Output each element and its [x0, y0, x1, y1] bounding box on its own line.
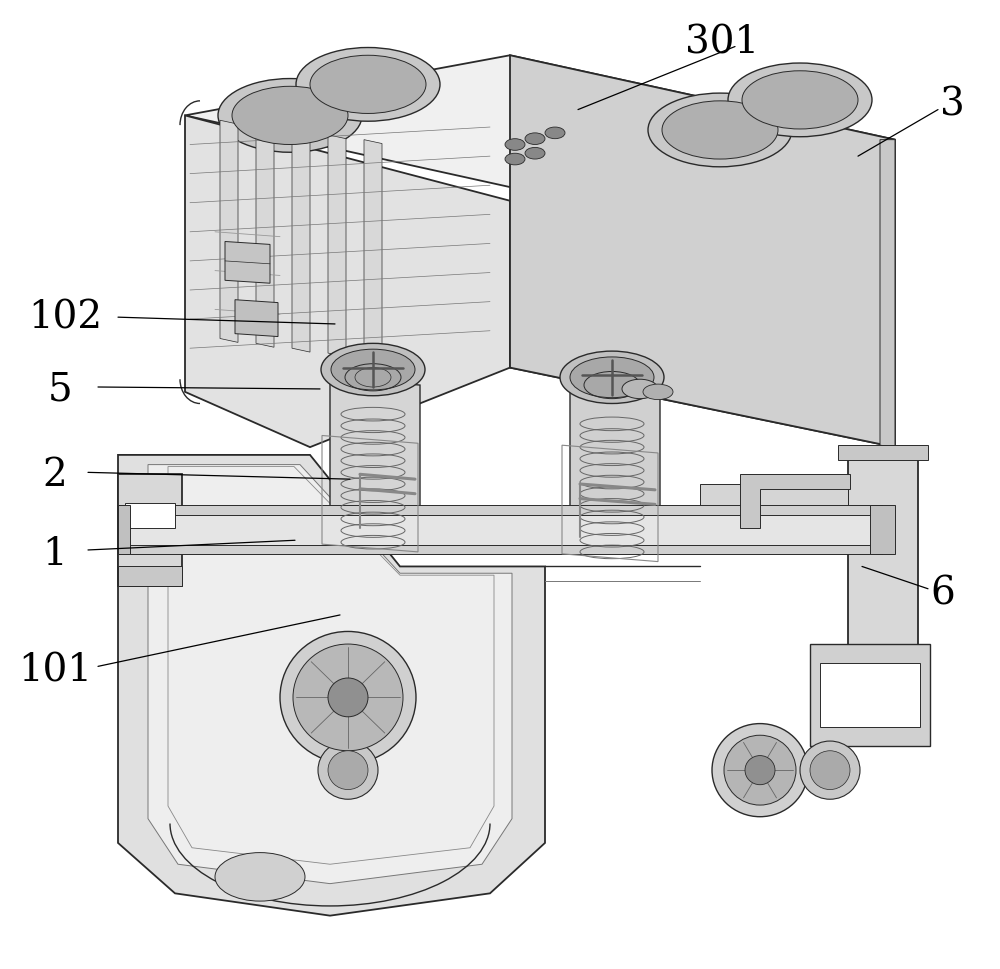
Ellipse shape — [724, 735, 796, 805]
Ellipse shape — [505, 140, 525, 151]
Ellipse shape — [560, 352, 664, 404]
Ellipse shape — [505, 154, 525, 166]
Ellipse shape — [318, 741, 378, 799]
Polygon shape — [740, 475, 850, 528]
Polygon shape — [118, 506, 882, 516]
Ellipse shape — [742, 72, 858, 130]
Ellipse shape — [328, 678, 368, 717]
Polygon shape — [220, 121, 238, 343]
Polygon shape — [118, 455, 545, 916]
Polygon shape — [700, 484, 848, 514]
Polygon shape — [848, 455, 918, 649]
Polygon shape — [880, 141, 895, 448]
Polygon shape — [118, 567, 182, 586]
Ellipse shape — [643, 385, 673, 400]
Polygon shape — [120, 514, 880, 547]
Ellipse shape — [545, 128, 565, 140]
Ellipse shape — [810, 751, 850, 790]
Polygon shape — [185, 56, 895, 202]
Ellipse shape — [310, 56, 426, 114]
Polygon shape — [838, 446, 928, 460]
Text: 5: 5 — [48, 371, 73, 408]
Polygon shape — [148, 465, 512, 884]
Polygon shape — [118, 506, 130, 554]
Text: 102: 102 — [28, 299, 102, 336]
Polygon shape — [185, 116, 510, 448]
Ellipse shape — [648, 94, 792, 168]
Ellipse shape — [525, 134, 545, 145]
Polygon shape — [330, 378, 420, 550]
Text: 6: 6 — [930, 575, 955, 611]
Polygon shape — [570, 388, 660, 554]
Polygon shape — [225, 242, 270, 284]
Polygon shape — [118, 475, 182, 586]
Polygon shape — [810, 644, 930, 746]
Polygon shape — [256, 126, 274, 348]
Ellipse shape — [728, 64, 872, 138]
Ellipse shape — [280, 632, 416, 764]
Ellipse shape — [712, 724, 808, 817]
Text: 3: 3 — [940, 86, 965, 123]
Polygon shape — [330, 528, 660, 550]
Polygon shape — [125, 504, 175, 528]
Ellipse shape — [745, 756, 775, 785]
Polygon shape — [235, 300, 278, 337]
Polygon shape — [328, 136, 346, 358]
Ellipse shape — [570, 358, 654, 398]
Polygon shape — [118, 546, 882, 554]
Ellipse shape — [296, 48, 440, 122]
Ellipse shape — [215, 853, 305, 901]
Ellipse shape — [232, 87, 348, 145]
Ellipse shape — [662, 102, 778, 160]
Ellipse shape — [800, 741, 860, 799]
Text: 1: 1 — [42, 536, 67, 573]
Ellipse shape — [331, 350, 415, 391]
Text: 101: 101 — [18, 652, 92, 689]
Ellipse shape — [622, 380, 658, 399]
Ellipse shape — [293, 644, 403, 751]
Text: 301: 301 — [685, 24, 759, 61]
Polygon shape — [820, 664, 920, 727]
Polygon shape — [364, 141, 382, 362]
Polygon shape — [870, 506, 895, 554]
Polygon shape — [292, 131, 310, 353]
Polygon shape — [510, 56, 895, 448]
Ellipse shape — [321, 344, 425, 396]
Ellipse shape — [525, 148, 545, 160]
Text: 2: 2 — [42, 456, 67, 493]
Ellipse shape — [218, 79, 362, 153]
Ellipse shape — [328, 751, 368, 790]
